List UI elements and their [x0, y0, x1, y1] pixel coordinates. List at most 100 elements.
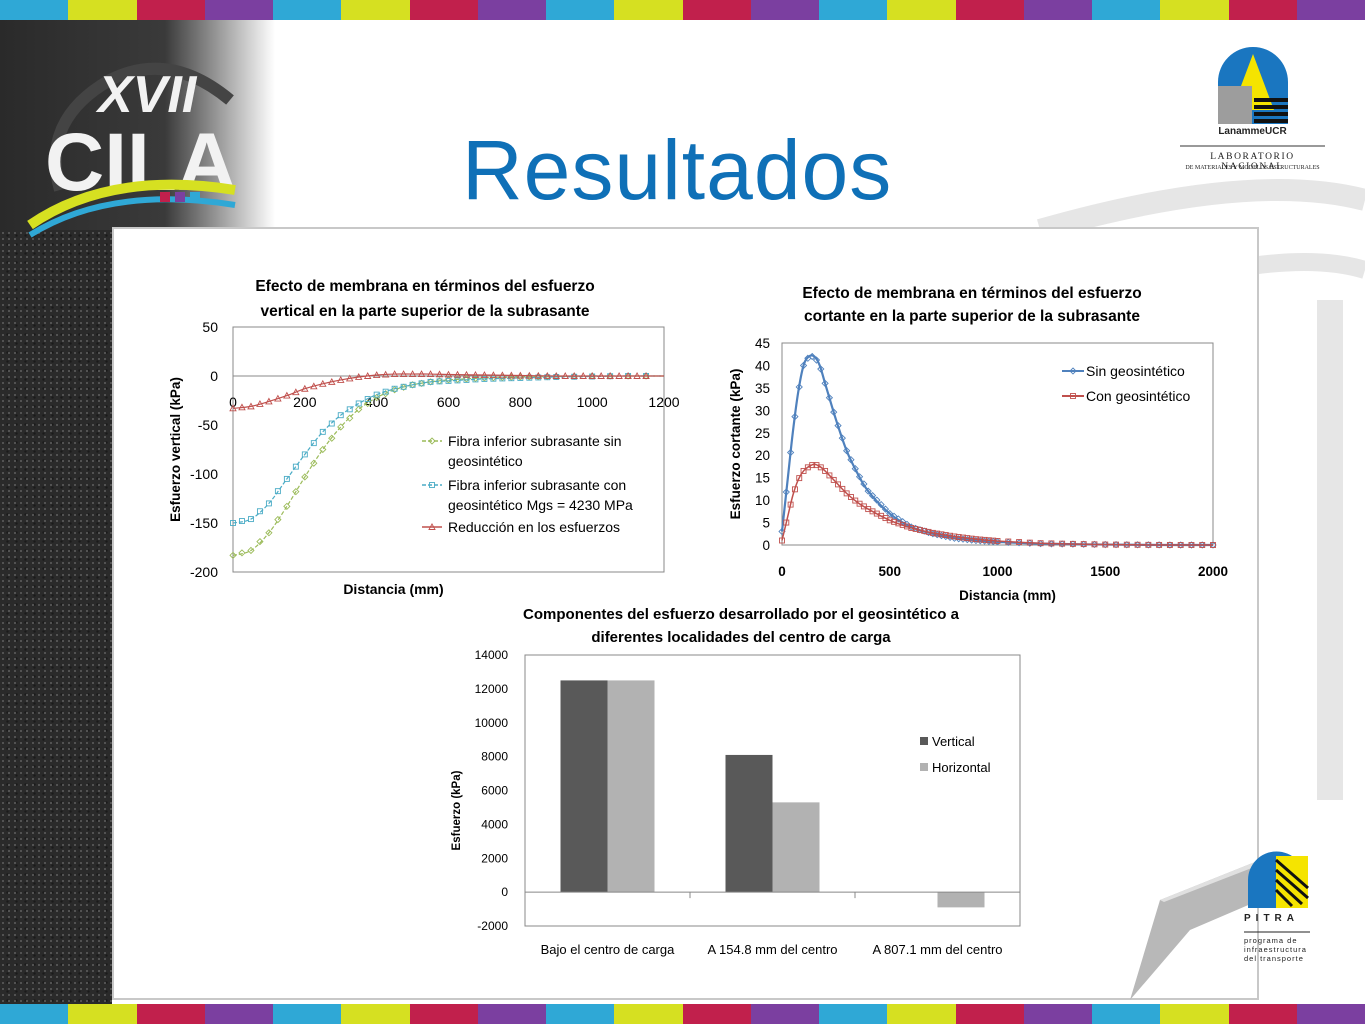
- data-point: [229, 551, 237, 559]
- data-point: [256, 508, 263, 515]
- stripe-segment: [409, 0, 478, 20]
- data-point: [990, 537, 997, 544]
- data-point: [310, 459, 318, 467]
- x-tick-label: 500: [878, 564, 901, 579]
- data-point: [642, 372, 650, 379]
- data-point: [960, 534, 966, 541]
- data-point: [852, 497, 859, 504]
- data-point: [247, 402, 255, 410]
- data-point: [292, 463, 299, 470]
- data-point: [391, 385, 398, 392]
- data-point: [921, 527, 928, 534]
- chart-title: diferentes localidades del centro de car…: [591, 629, 891, 646]
- chart-title: Efecto de membrana en términos del esfue…: [255, 278, 594, 295]
- data-point: [925, 528, 932, 535]
- data-point: [570, 372, 578, 379]
- y-tick-label: 20: [755, 448, 770, 463]
- data-point: [274, 515, 282, 524]
- chart-title: Componentes del esfuerzo desarrollado po…: [523, 606, 960, 623]
- data-point: [839, 485, 846, 492]
- stripe-segment: [887, 0, 956, 20]
- data-point: [247, 546, 255, 555]
- data-point: [328, 420, 335, 427]
- stripe-segment: [1296, 1004, 1365, 1024]
- pitra-subtitle-line: del transporte: [1244, 954, 1304, 963]
- data-point: [364, 399, 372, 408]
- y-tick-label: 5: [762, 516, 770, 531]
- stripe-segment: [1092, 0, 1161, 20]
- data-point: [1123, 541, 1130, 548]
- stripe-segment: [546, 1004, 615, 1024]
- data-point: [230, 520, 236, 526]
- data-point: [968, 535, 975, 542]
- y-tick-label: 50: [202, 319, 218, 335]
- data-point: [337, 423, 345, 431]
- y-axis-label: Esfuerzo cortante (kPa): [728, 369, 743, 520]
- data-point: [346, 406, 353, 413]
- data-point: [822, 467, 829, 474]
- data-point: [1080, 540, 1088, 548]
- series-line: [232, 373, 664, 409]
- legend-marker: [428, 437, 436, 445]
- stripe-segment: [682, 1004, 751, 1024]
- data-point: [399, 370, 408, 377]
- data-point: [899, 521, 906, 528]
- data-point: [588, 372, 596, 379]
- data-point: [908, 524, 915, 531]
- data-point: [947, 532, 954, 539]
- data-point: [462, 370, 471, 378]
- pitra-subtitle-line: infraestructura: [1244, 945, 1307, 954]
- data-point: [1037, 540, 1044, 547]
- chart-title: Efecto de membrana en términos del esfue…: [802, 285, 1141, 302]
- y-tick-label: 14000: [475, 648, 509, 662]
- stripe-segment: [477, 1004, 546, 1024]
- data-point: [319, 379, 327, 387]
- data-point: [355, 400, 362, 407]
- pitra-subtitle-line: programa de: [1244, 936, 1298, 945]
- data-point: [301, 451, 308, 458]
- data-point: [1133, 541, 1142, 549]
- y-tick-label: 40: [755, 358, 770, 373]
- data-point: [791, 412, 799, 421]
- y-tick-label: 15: [755, 471, 770, 486]
- data-point: [1134, 541, 1141, 548]
- data-point: [1155, 541, 1163, 549]
- stripe-segment: [1160, 0, 1229, 20]
- plot-area: [524, 654, 1021, 927]
- data-point: [964, 535, 971, 542]
- data-point: [942, 532, 949, 538]
- data-point: [1102, 541, 1109, 548]
- y-tick-label: -50: [198, 417, 218, 433]
- stripe-segment: [273, 1004, 342, 1024]
- x-tick-label: 1200: [648, 394, 679, 410]
- data-point: [239, 518, 245, 524]
- data-point: [1101, 540, 1109, 549]
- data-point: [1166, 541, 1174, 549]
- cila-logo: XVII CILA: [27, 62, 236, 238]
- data-point: [891, 518, 898, 525]
- data-point: [310, 382, 318, 390]
- legend-label: Fibra inferior subrasante con geosintétic…: [448, 477, 633, 513]
- y-tick-label: 0: [501, 885, 508, 899]
- data-point: [787, 501, 794, 508]
- stripe-segment: [750, 0, 819, 20]
- data-point: [561, 372, 569, 379]
- chart-shear-stress: Efecto de membrana en términos del esfue…: [728, 285, 1228, 603]
- data-point: [1177, 541, 1185, 549]
- data-point: [895, 520, 902, 527]
- data-point: [490, 375, 497, 382]
- data-point: [624, 372, 632, 379]
- bottom-color-stripe: [0, 1004, 1365, 1024]
- data-point: [1058, 540, 1066, 548]
- data-point: [292, 488, 300, 496]
- data-point: [938, 531, 945, 538]
- y-tick-label: 4000: [481, 817, 508, 831]
- data-point: [799, 361, 808, 370]
- x-category-label: A 807.1 mm del centro: [872, 942, 1002, 957]
- x-tick-label: 1000: [577, 394, 608, 410]
- data-point: [624, 372, 632, 380]
- lanamme-line2: DE MATERIALES Y MODELOS ESTRUCTURALES: [1185, 165, 1320, 171]
- data-point: [283, 502, 291, 510]
- cila-logo-line2: CILA: [45, 117, 236, 208]
- data-point: [265, 500, 272, 507]
